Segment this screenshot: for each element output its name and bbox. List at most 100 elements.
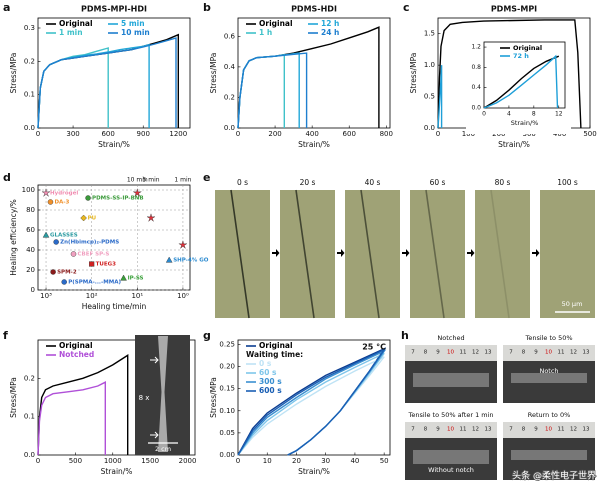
x-tick-label: 300 xyxy=(66,130,79,138)
sample xyxy=(413,373,489,387)
crack xyxy=(295,189,315,319)
y-tick-label: 0.5 xyxy=(424,93,435,101)
point xyxy=(85,195,91,201)
line xyxy=(237,53,285,129)
legend-label: 600 s xyxy=(259,386,282,395)
ruler-number: 8 xyxy=(424,427,428,433)
caption: Tensile to 50% xyxy=(524,334,572,342)
x-tick-label: 0 xyxy=(436,130,440,138)
x-tick-label: 1000 xyxy=(104,457,122,465)
line xyxy=(237,52,308,129)
crack xyxy=(230,189,250,319)
top-label: 1 min xyxy=(174,177,191,184)
x-tick-label: 800 xyxy=(380,130,393,138)
sample xyxy=(413,450,489,464)
point xyxy=(133,188,142,197)
annotation: 25 °C xyxy=(362,343,386,352)
y-tick-label: 0.3 xyxy=(24,24,35,32)
legend-label: Original xyxy=(59,341,93,350)
point-label: Hydrogel xyxy=(50,191,78,197)
point-label: SPM-2 xyxy=(57,270,77,276)
top-label: 5 min xyxy=(143,177,160,184)
point-label: SHP-4% GO xyxy=(173,258,209,264)
point-label: GLASSES xyxy=(50,233,78,239)
line xyxy=(37,354,129,456)
y-tick-label: 0.1 xyxy=(24,91,35,99)
legend-label: 24 h xyxy=(321,28,339,37)
x-tick-label: 10² xyxy=(86,292,98,300)
y-axis-label: Stress/MPa xyxy=(9,377,18,418)
point xyxy=(47,199,54,205)
ruler-number: 13 xyxy=(485,350,492,356)
ruler xyxy=(405,422,497,438)
point xyxy=(53,239,59,245)
caption: Notched xyxy=(437,334,464,342)
scale-label: 2 cm xyxy=(155,445,171,453)
point-label: IP-SS xyxy=(128,276,144,282)
plot-frame xyxy=(483,41,566,109)
ruler-number: 8 xyxy=(522,350,526,356)
y-tick-label: 0.2 xyxy=(24,374,35,382)
legend-label: 300 s xyxy=(259,377,282,386)
plot-frame xyxy=(37,17,191,129)
ruler-number: 12 xyxy=(570,427,577,433)
y-tick-label: 0.20 xyxy=(219,363,235,371)
crack xyxy=(360,189,380,319)
x-tick-label: 50 xyxy=(380,457,389,465)
ruler-number: 8 xyxy=(522,427,526,433)
plot-frame xyxy=(237,339,391,456)
point xyxy=(41,188,51,197)
x-tick-label: 10¹ xyxy=(131,292,143,300)
point xyxy=(42,231,50,238)
x-axis-label: Strain/% xyxy=(298,467,330,476)
y-tick-label: 80 xyxy=(26,206,35,214)
panel-label: e xyxy=(203,171,210,184)
ruler-number: 9 xyxy=(534,427,538,433)
legend-label: Original xyxy=(513,44,542,52)
legend-label: Original xyxy=(59,19,93,28)
arrow xyxy=(467,249,475,257)
line xyxy=(237,347,387,456)
y-tick-label: 0.0 xyxy=(424,124,435,132)
y-tick-label: 20 xyxy=(26,266,35,274)
x-tick-label: 0 xyxy=(36,130,40,138)
point xyxy=(70,251,77,257)
y-tick-label: 0.25 xyxy=(219,340,235,348)
y-tick-label: 100 xyxy=(22,186,35,194)
panel-label: d xyxy=(3,171,11,184)
panel-label: b xyxy=(203,1,211,14)
y-tick-label: 0.0 xyxy=(24,451,35,459)
micrograph xyxy=(280,190,335,318)
ruler-number: 12 xyxy=(570,350,577,356)
plot-frame xyxy=(37,339,196,456)
ruler-number: 11 xyxy=(460,350,467,356)
ruler xyxy=(503,345,595,361)
ruler-number: 7 xyxy=(509,427,513,433)
x-tick-label: 40 xyxy=(350,457,359,465)
x-axis-label: Strain/% xyxy=(98,140,130,149)
x-tick-label: 600 xyxy=(101,130,114,138)
chart-title: PDMS-HDI xyxy=(291,5,337,14)
point-label: Zn(Hbimcp)₂-PDMS xyxy=(60,240,119,246)
x-tick-label: 8 xyxy=(532,111,536,118)
arrow xyxy=(150,431,159,439)
x-tick-label: 4 xyxy=(507,111,511,118)
point xyxy=(50,269,56,275)
ruler-number: 13 xyxy=(583,350,590,356)
y-tick-label: 0.15 xyxy=(219,385,235,393)
line xyxy=(437,65,443,129)
time-label: 20 s xyxy=(300,178,316,187)
x-tick-label: 2000 xyxy=(179,457,197,465)
ruler-number: 13 xyxy=(485,427,492,433)
y-tick-label: 0.4 xyxy=(471,84,481,91)
arrow xyxy=(532,249,540,257)
caption: Tensile to 50% after 1 min xyxy=(407,411,493,419)
ruler xyxy=(405,345,497,361)
panel-label: a xyxy=(3,1,10,14)
legend-label: 1 min xyxy=(59,28,83,37)
legend-label: Original xyxy=(259,19,293,28)
point-label: CBEF SP-S xyxy=(78,252,110,258)
sample xyxy=(511,450,587,460)
line xyxy=(37,47,109,129)
panel-label: h xyxy=(401,329,409,342)
